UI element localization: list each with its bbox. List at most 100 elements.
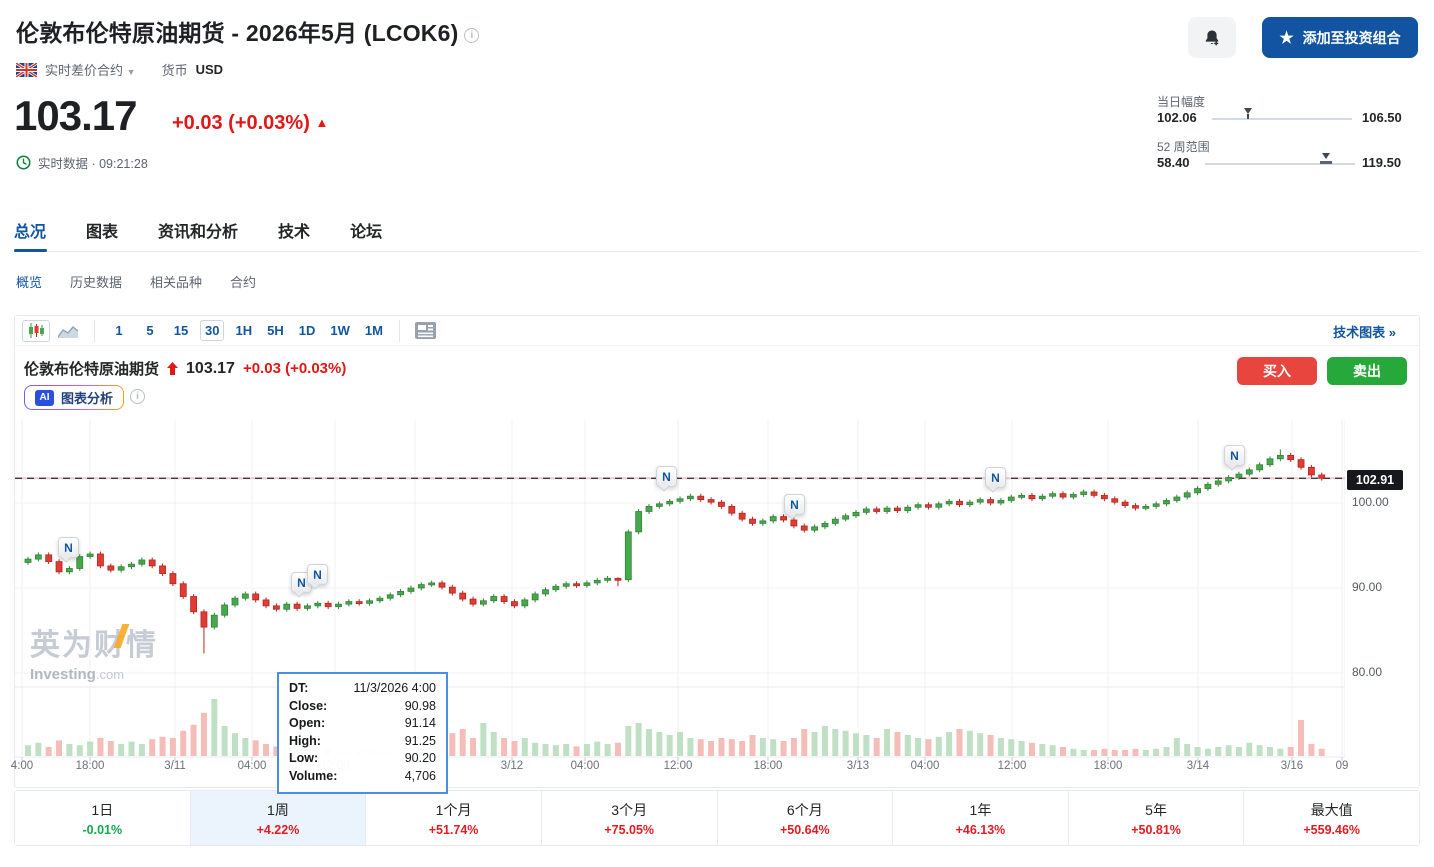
subtab-1[interactable]: 历史数据 bbox=[70, 275, 123, 290]
news-marker-5[interactable]: N bbox=[985, 467, 1006, 488]
interval-1M[interactable]: 1M bbox=[364, 323, 383, 338]
toolbar-divider bbox=[94, 319, 95, 342]
chart-instrument-name: 伦敦布伦特原油期货 bbox=[24, 361, 160, 378]
currency-value: USD bbox=[195, 62, 224, 77]
tab-0[interactable]: 总况 bbox=[14, 224, 47, 241]
tooltip-label: Open: bbox=[289, 716, 326, 730]
period-label: 1日 bbox=[91, 801, 114, 818]
tooltip-row-3: High: 91.25 bbox=[289, 733, 436, 751]
tooltip-row-4: Low: 90.20 bbox=[289, 750, 436, 768]
interval-1H[interactable]: 1H bbox=[235, 323, 253, 338]
ai-badge-icon: AI bbox=[35, 389, 54, 406]
interval-15[interactable]: 15 bbox=[173, 323, 189, 338]
x-tick-14: 3/14 bbox=[1186, 760, 1210, 772]
x-tick-7: 04:00 bbox=[570, 760, 600, 772]
star-icon: ★ bbox=[1279, 29, 1294, 47]
candlestick-chart[interactable] bbox=[15, 420, 1345, 780]
period-change: -0.01% bbox=[82, 822, 123, 837]
toolbar-divider bbox=[398, 319, 400, 342]
bell-plus-icon bbox=[1205, 30, 1219, 45]
chart-toolbar: 1 5 15 30 1H 5H 1D 1W 1M 技术图表 » bbox=[14, 316, 1420, 346]
period-6个月[interactable]: 6个月 +50.64% bbox=[717, 791, 894, 845]
uk-flag-icon bbox=[16, 62, 37, 77]
period-1日[interactable]: 1日 -0.01% bbox=[15, 791, 191, 845]
tab-4[interactable]: 论坛 bbox=[350, 224, 383, 241]
news-marker-0[interactable]: N bbox=[58, 537, 79, 558]
period-1年[interactable]: 1年 +46.13% bbox=[893, 791, 1069, 845]
x-tick-11: 04:00 bbox=[910, 760, 940, 772]
period-5年[interactable]: 5年 +50.81% bbox=[1068, 791, 1245, 845]
subtab-3[interactable]: 合约 bbox=[230, 275, 257, 290]
week52-range-label: 52 周范围 bbox=[1157, 140, 1210, 154]
tab-2[interactable]: 资讯和分析 bbox=[158, 224, 239, 241]
tooltip-label: Close: bbox=[289, 698, 328, 713]
x-tick-6: 3/12 bbox=[500, 760, 524, 772]
ohlc-tooltip: DT: 11/3/2026 4:00 Close: 90.98 Open: 91.14 Hi… bbox=[277, 672, 448, 794]
chevron-down-icon: ▼ bbox=[126, 67, 136, 77]
create-alert-button[interactable] bbox=[1188, 17, 1236, 58]
tab-3[interactable]: 技术 bbox=[278, 224, 311, 241]
chart-instrument-header: 伦敦布伦特原油期货 103.17 +0.03 (+0.03%) bbox=[24, 358, 346, 379]
candlestick-icon bbox=[28, 323, 44, 338]
buy-button[interactable]: 买入 bbox=[1237, 357, 1317, 385]
tooltip-value: 91.25 bbox=[404, 733, 436, 748]
x-tick-8: 12:00 bbox=[663, 760, 693, 772]
ai-info-icon[interactable]: i bbox=[130, 389, 145, 404]
x-tick-1: 18:00 bbox=[75, 760, 105, 772]
sell-button[interactable]: 卖出 bbox=[1327, 357, 1407, 385]
price-change: +0.03 (+0.03%) ▲ bbox=[172, 112, 329, 134]
news-marker-6[interactable]: N bbox=[1224, 445, 1245, 466]
period-3个月[interactable]: 3个月 +75.05% bbox=[541, 791, 718, 845]
realtime-status: 实时数据 · 09:21:28 bbox=[16, 153, 148, 172]
area-chart-icon bbox=[58, 325, 78, 338]
x-tick-9: 18:00 bbox=[753, 760, 783, 772]
main-tabs: 总况 图表 资讯和分析 技术 论坛 bbox=[14, 218, 382, 256]
interval-5[interactable]: 5 bbox=[146, 323, 154, 338]
ai-chart-analysis-button[interactable]: AI 图表分析 bbox=[24, 385, 124, 410]
day-range-high: 106.50 bbox=[1362, 110, 1402, 125]
interval-1W[interactable]: 1W bbox=[330, 323, 350, 338]
x-tick-10: 3/13 bbox=[846, 760, 870, 772]
y-tick-0: 100.00 bbox=[1352, 495, 1389, 509]
tooltip-row-5: Volume: 4,706 bbox=[289, 768, 436, 786]
add-to-portfolio-button[interactable]: ★ 添加至投资组合 bbox=[1262, 17, 1418, 58]
period-label: 6个月 bbox=[786, 801, 823, 818]
chart-price: 103.17 bbox=[186, 359, 235, 377]
clock-icon bbox=[16, 155, 31, 170]
tooltip-value: 11/3/2026 4:00 bbox=[353, 681, 436, 695]
period-最大值[interactable]: 最大值 +559.46% bbox=[1244, 791, 1419, 845]
tooltip-row-0: DT: 11/3/2026 4:00 bbox=[289, 680, 436, 698]
x-tick-3: 04:00 bbox=[237, 760, 267, 772]
period-label: 1年 bbox=[969, 801, 992, 818]
tooltip-row-1: Close: 90.98 bbox=[289, 698, 436, 716]
interval-1[interactable]: 1 bbox=[115, 323, 123, 338]
period-label: 5年 bbox=[1145, 801, 1167, 818]
interval-30[interactable]: 30 bbox=[200, 320, 225, 341]
area-chart-type-button[interactable] bbox=[54, 320, 82, 342]
period-label: 最大值 bbox=[1310, 801, 1353, 818]
x-tick-12: 12:00 bbox=[997, 760, 1027, 772]
tab-1[interactable]: 图表 bbox=[86, 224, 119, 241]
period-1周[interactable]: 1周 +4.22% bbox=[190, 791, 367, 845]
x-tick-0: 4:00 bbox=[10, 760, 34, 772]
news-marker-2[interactable]: N bbox=[307, 564, 328, 585]
interval-5H[interactable]: 5H bbox=[267, 323, 284, 338]
period-change: +559.46% bbox=[1303, 822, 1361, 837]
info-icon[interactable]: i bbox=[464, 28, 480, 43]
technical-chart-link[interactable]: 技术图表 » bbox=[1333, 324, 1396, 340]
news-marker-4[interactable]: N bbox=[784, 494, 805, 515]
ai-button-label: 图表分析 bbox=[61, 391, 114, 406]
candlestick-chart-type-button[interactable] bbox=[22, 319, 50, 342]
x-tick-2: 3/11 bbox=[164, 760, 186, 772]
period-change: +50.81% bbox=[1131, 822, 1181, 837]
active-tab-underline bbox=[14, 249, 47, 252]
subtab-0[interactable]: 概览 bbox=[16, 275, 43, 290]
news-layout-button[interactable] bbox=[412, 320, 440, 342]
period-1个月[interactable]: 1个月 +51.74% bbox=[366, 791, 542, 845]
tooltip-label: High: bbox=[289, 733, 321, 748]
subtab-2[interactable]: 相关品种 bbox=[150, 275, 203, 290]
interval-1D[interactable]: 1D bbox=[298, 323, 316, 338]
instrument-type-dropdown[interactable]: 实时差价合约 ▼ bbox=[45, 63, 136, 78]
news-marker-3[interactable]: N bbox=[656, 466, 677, 487]
period-change: +4.22% bbox=[256, 822, 300, 837]
